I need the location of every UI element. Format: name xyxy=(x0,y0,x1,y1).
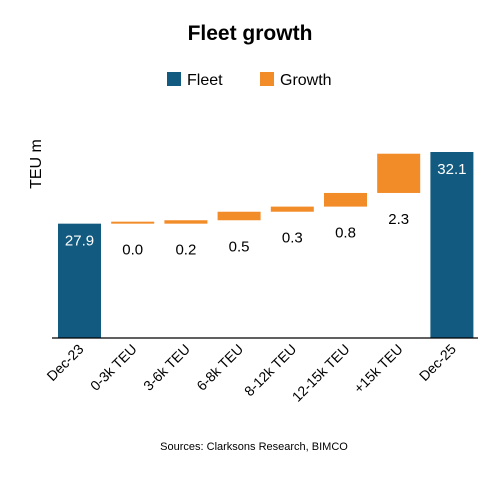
data-label-3-6k-teu: 0.2 xyxy=(175,242,196,259)
bar-growth-6-8k-teu xyxy=(217,211,261,221)
bar-fleet-dec-25 xyxy=(430,152,474,338)
y-axis-title: TEU m xyxy=(28,139,45,189)
data-label-dec-23: 27.9 xyxy=(65,233,94,250)
chart-title: Fleet growth xyxy=(188,22,313,45)
data-label-12-15k-teu: 0.8 xyxy=(335,225,356,242)
data-label-0-3k-teu: 0.0 xyxy=(122,242,143,259)
x-tick-0-3k-teu: 0-3k TEU xyxy=(87,341,140,394)
bar-growth-8-12k-teu xyxy=(270,206,314,212)
bar-growth-0-3k-teu xyxy=(111,221,155,224)
x-tick-15k-teu: +15k TEU xyxy=(350,341,405,396)
legend: Fleet Growth xyxy=(167,72,332,89)
bar-fleet-dec-23 xyxy=(58,223,101,338)
bar-growth-12-15k-teu xyxy=(324,192,367,207)
legend-label-growth: Growth xyxy=(280,72,332,89)
x-tick-12-15k-teu: 12-15k TEU xyxy=(289,341,353,405)
legend-swatch-growth xyxy=(260,72,274,86)
data-label-8-12k-teu: 0.3 xyxy=(282,230,303,247)
legend-swatch-fleet xyxy=(167,72,181,86)
x-tick-6-8k-teu: 6-8k TEU xyxy=(193,341,246,394)
x-tick-dec-25: Dec-25 xyxy=(416,341,459,384)
data-label-6-8k-teu: 0.5 xyxy=(229,238,250,255)
legend-label-fleet: Fleet xyxy=(187,72,223,89)
data-label-15k-teu: 2.3 xyxy=(388,211,409,228)
data-label-dec-25: 32.1 xyxy=(437,161,466,178)
data-labels: 27.9 0.0 0.2 0.5 0.3 0.8 2.3 32.1 xyxy=(65,161,467,259)
source-note: Sources: Clarksons Research, BIMCO xyxy=(160,441,348,453)
bar-growth-15k-teu xyxy=(377,153,421,193)
x-tick-dec-23: Dec-23 xyxy=(43,341,86,384)
bar-growth-3-6k-teu xyxy=(164,220,208,224)
x-tick-3-6k-teu: 3-6k TEU xyxy=(140,341,193,394)
bars xyxy=(58,152,474,338)
